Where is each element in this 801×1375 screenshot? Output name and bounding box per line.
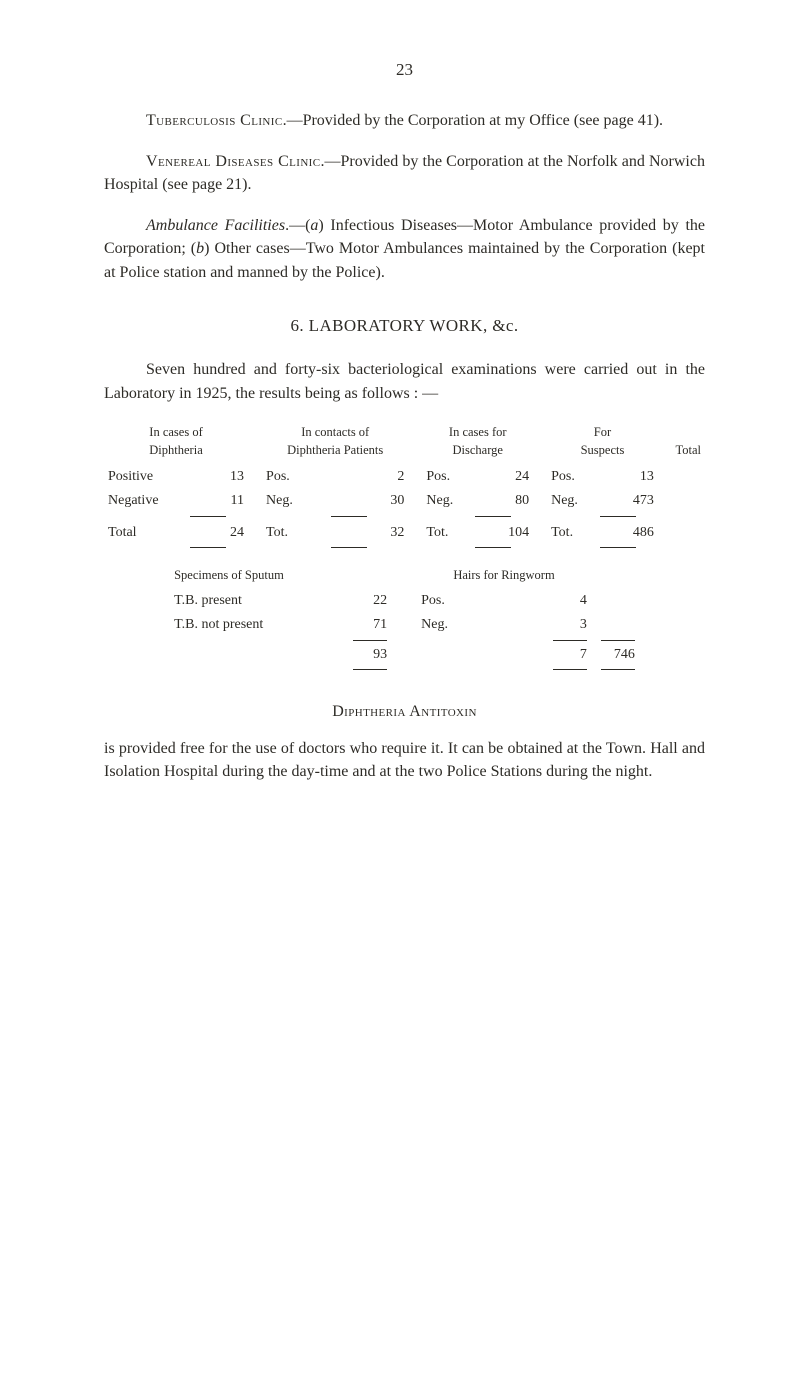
- table-header-row: Specimens of Sputum Hairs for Ringworm: [170, 566, 639, 589]
- table-exams: In cases of Diphtheria In contacts of Di…: [104, 423, 705, 550]
- text: Suspects: [581, 443, 625, 457]
- table-row: Positive 13 Pos. 2 Pos. 24 Pos. 13: [104, 465, 705, 489]
- table-header-row: In cases of Diphtheria In contacts of Di…: [104, 423, 705, 465]
- page-number: 23: [104, 58, 705, 83]
- cell: Pos.: [547, 465, 596, 489]
- text: is provided free for the use of doctors …: [104, 740, 705, 780]
- col-head-ringworm: Hairs for Ringworm: [417, 566, 591, 589]
- col-head-contacts: In contacts of Diphtheria Patients: [262, 423, 408, 465]
- table-rule: [104, 545, 705, 550]
- para-antitoxin: is provided free for the use of doctors …: [104, 737, 705, 783]
- cell: 104: [471, 519, 533, 545]
- cell: Pos.: [262, 465, 327, 489]
- cell: Neg.: [417, 613, 496, 637]
- cell: 71: [324, 613, 391, 637]
- section-heading-6: 6. LABORATORY WORK, &c.: [104, 314, 705, 339]
- cell: 24: [471, 465, 533, 489]
- text: .—Provided by the Corporation at my Offi…: [283, 112, 664, 129]
- cell: 7: [496, 643, 591, 667]
- cell: 22: [324, 589, 391, 613]
- text: Discharge: [453, 443, 503, 457]
- table-row: Negative 11 Neg. 30 Neg. 80 Neg. 473: [104, 489, 705, 513]
- subheading-antitoxin: Diphtheria Antitoxin: [104, 700, 705, 723]
- cell: Tot.: [547, 519, 596, 545]
- para-seven-hundred: Seven hundred and forty-six bacteriologi…: [104, 358, 705, 404]
- cell: 3: [496, 613, 591, 637]
- text: Diphtheria Patients: [287, 443, 383, 457]
- cell: Negative: [104, 489, 186, 513]
- table-exams-grid: In cases of Diphtheria In contacts of Di…: [104, 423, 705, 550]
- cell-grand-total: 746: [591, 643, 639, 667]
- cell: 13: [596, 465, 658, 489]
- cell: Positive: [104, 465, 186, 489]
- cell: T.B. present: [170, 589, 324, 613]
- cell: Neg.: [422, 489, 471, 513]
- italic: Ambulance Facilities: [146, 217, 285, 234]
- cell: 4: [496, 589, 591, 613]
- col-head-sputum: Specimens of Sputum: [170, 566, 391, 589]
- cell: 11: [186, 489, 248, 513]
- cell: 486: [596, 519, 658, 545]
- table-row: T.B. not present 71 Neg. 3: [170, 613, 639, 637]
- cell: Neg.: [262, 489, 327, 513]
- para-venereal: Venereal Diseases Clinic.—Provided by th…: [104, 150, 705, 196]
- table-row-total: Total 24 Tot. 32 Tot. 104 Tot. 486: [104, 519, 705, 545]
- cell: 80: [471, 489, 533, 513]
- cell: Tot.: [262, 519, 327, 545]
- italic: b: [196, 240, 204, 257]
- text: In cases for: [449, 425, 507, 439]
- table-rule: [170, 667, 639, 672]
- smallcaps: Venereal Diseases Clinic: [146, 153, 320, 170]
- cell: Pos.: [422, 465, 471, 489]
- table-sputum: Specimens of Sputum Hairs for Ringworm T…: [170, 566, 639, 672]
- text: Diphtheria: [149, 443, 202, 457]
- col-head-suspects: For Suspects: [547, 423, 658, 465]
- text: Seven hundred and forty-six bacteriologi…: [104, 361, 705, 401]
- text: .—(: [285, 217, 310, 234]
- text: For: [594, 425, 611, 439]
- text: In contacts of: [301, 425, 369, 439]
- page: 23 Tuberculosis Clinic.—Provided by the …: [0, 0, 801, 1375]
- cell: Neg.: [547, 489, 596, 513]
- cell: Tot.: [422, 519, 471, 545]
- cell: Pos.: [417, 589, 496, 613]
- cell: 13: [186, 465, 248, 489]
- cell: 93: [324, 643, 391, 667]
- table-row-sum: 93 7 746: [170, 643, 639, 667]
- table-row: T.B. present 22 Pos. 4: [170, 589, 639, 613]
- smallcaps: Tuberculosis Clinic: [146, 112, 283, 129]
- cell: T.B. not present: [170, 613, 324, 637]
- col-head-total: Total: [658, 423, 705, 465]
- col-head-diphtheria: In cases of Diphtheria: [104, 423, 248, 465]
- cell: 2: [327, 465, 409, 489]
- cell: 32: [327, 519, 409, 545]
- col-head-discharge: In cases for Discharge: [422, 423, 533, 465]
- para-tuberculosis: Tuberculosis Clinic.—Provided by the Cor…: [104, 109, 705, 132]
- cell: 24: [186, 519, 248, 545]
- cell: Total: [104, 519, 186, 545]
- text: In cases of: [149, 425, 202, 439]
- table-sputum-grid: Specimens of Sputum Hairs for Ringworm T…: [170, 566, 639, 672]
- para-ambulance: Ambulance Facilities.—(a) Infectious Dis…: [104, 214, 705, 284]
- cell: 473: [596, 489, 658, 513]
- cell: 30: [327, 489, 409, 513]
